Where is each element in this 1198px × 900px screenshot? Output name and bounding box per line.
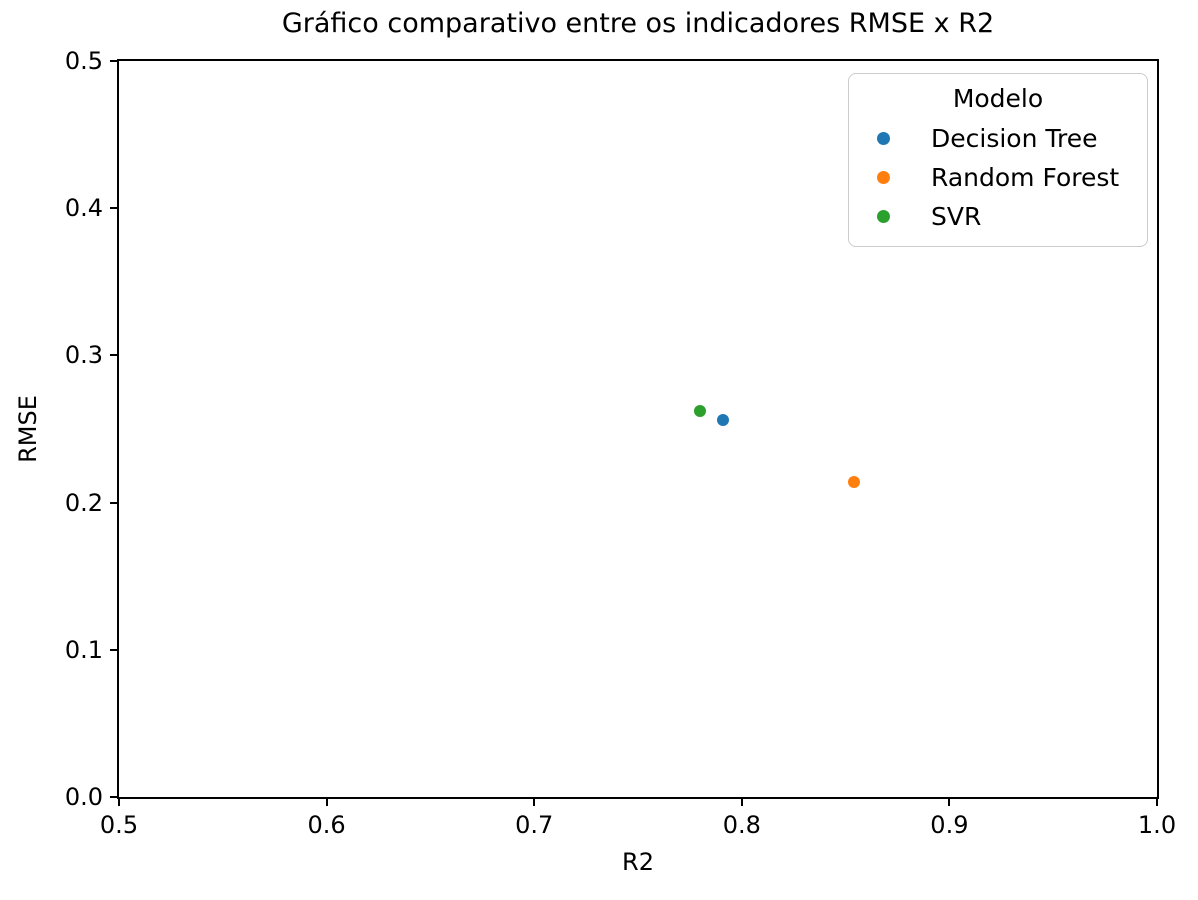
y-tick bbox=[110, 648, 119, 651]
y-axis-label: RMSE bbox=[14, 395, 42, 463]
x-axis-label: R2 bbox=[622, 848, 654, 876]
y-tick bbox=[110, 207, 119, 210]
legend-label: Random Forest bbox=[931, 163, 1120, 192]
y-tick-label: 0.4 bbox=[64, 194, 103, 223]
y-tick-label: 0.1 bbox=[64, 635, 103, 664]
x-tick bbox=[533, 797, 536, 806]
x-tick-label: 0.9 bbox=[930, 811, 969, 839]
data-point-decision-tree bbox=[717, 414, 730, 427]
x-tick-label: 0.7 bbox=[515, 811, 554, 839]
y-tick-label: 0.2 bbox=[64, 488, 103, 517]
x-tick bbox=[948, 797, 951, 806]
plot-area: Modelo Decision Tree Random Forest SVR 0.5… bbox=[65, 47, 1176, 839]
x-tick-label: 0.8 bbox=[722, 811, 761, 839]
legend-marker-icon bbox=[877, 132, 890, 145]
chart-title: Gráfico comparativo entre os indicadores… bbox=[281, 8, 995, 39]
x-tick-label: 0.5 bbox=[99, 811, 139, 839]
x-tick-label: 0.6 bbox=[307, 811, 346, 839]
x-tick bbox=[118, 797, 120, 806]
legend-label: SVR bbox=[931, 202, 982, 231]
y-tick-label: 0.3 bbox=[64, 341, 103, 370]
legend-items: Decision Tree Random Forest SVR bbox=[859, 119, 1137, 236]
x-tick bbox=[740, 797, 743, 806]
legend-title: Modelo bbox=[952, 84, 1044, 113]
legend: Modelo Decision Tree Random Forest SVR bbox=[848, 73, 1148, 247]
y-tick bbox=[110, 796, 119, 798]
legend-marker-icon bbox=[877, 171, 890, 184]
y-tick-label: 0.5 bbox=[64, 47, 103, 75]
legend-item: Random Forest bbox=[859, 158, 1137, 197]
x-tick bbox=[325, 797, 328, 806]
data-point-svr bbox=[694, 405, 707, 418]
legend-item: SVR bbox=[859, 197, 1137, 236]
legend-marker-icon bbox=[877, 210, 890, 223]
y-tick bbox=[110, 501, 119, 504]
y-tick bbox=[110, 354, 119, 357]
y-tick-label: 0.0 bbox=[64, 783, 103, 811]
x-tick bbox=[1156, 797, 1158, 806]
legend-label: Decision Tree bbox=[931, 124, 1098, 153]
legend-item: Decision Tree bbox=[859, 119, 1137, 158]
y-tick bbox=[110, 60, 119, 62]
data-point-random-forest bbox=[847, 475, 860, 488]
x-tick-label: 1.0 bbox=[1137, 811, 1177, 839]
